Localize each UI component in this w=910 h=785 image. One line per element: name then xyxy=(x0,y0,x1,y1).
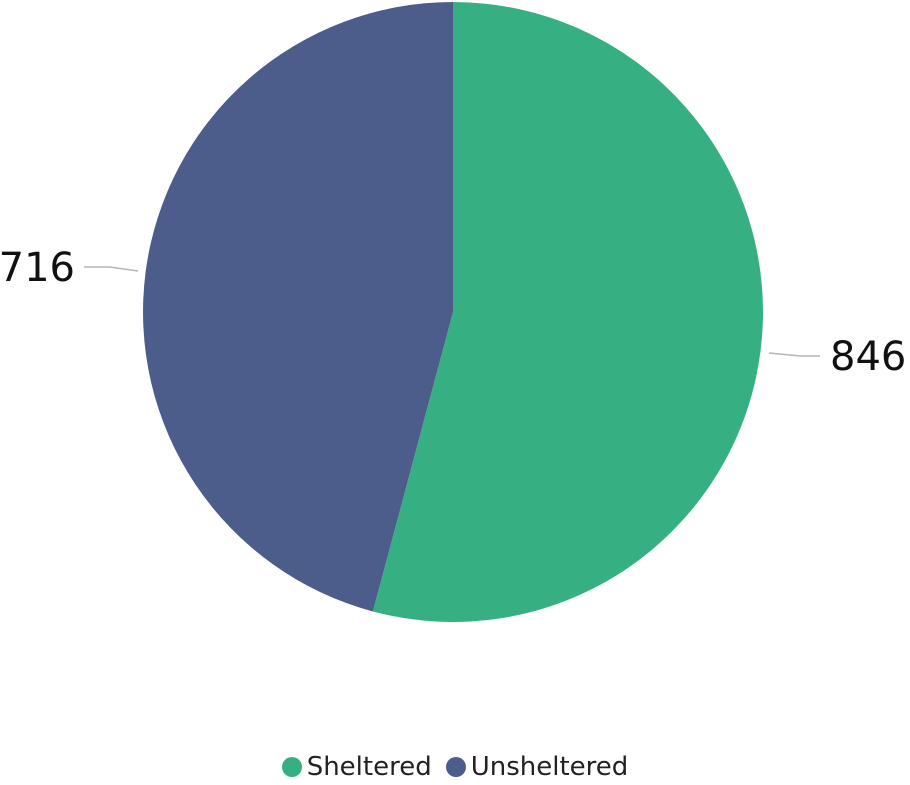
pie-chart: 846 716 xyxy=(0,1,906,622)
legend-swatch-unsheltered xyxy=(445,757,466,777)
leader-line-unsheltered xyxy=(84,266,139,272)
leader-line-sheltered xyxy=(768,352,820,357)
legend-label-sheltered: Sheltered xyxy=(306,752,432,782)
legend-item-unsheltered[interactable]: Unsheltered xyxy=(445,752,629,782)
legend: Sheltered Unsheltered xyxy=(0,752,910,782)
legend-swatch-sheltered xyxy=(281,757,302,777)
legend-item-sheltered[interactable]: Sheltered xyxy=(281,752,432,782)
pie-slice-unsheltered[interactable] xyxy=(143,2,454,612)
data-label-unsheltered: 716 xyxy=(0,245,75,291)
pie-slice-sheltered[interactable] xyxy=(372,1,764,622)
legend-label-unsheltered: Unsheltered xyxy=(470,752,629,782)
data-label-sheltered: 846 xyxy=(830,334,906,380)
